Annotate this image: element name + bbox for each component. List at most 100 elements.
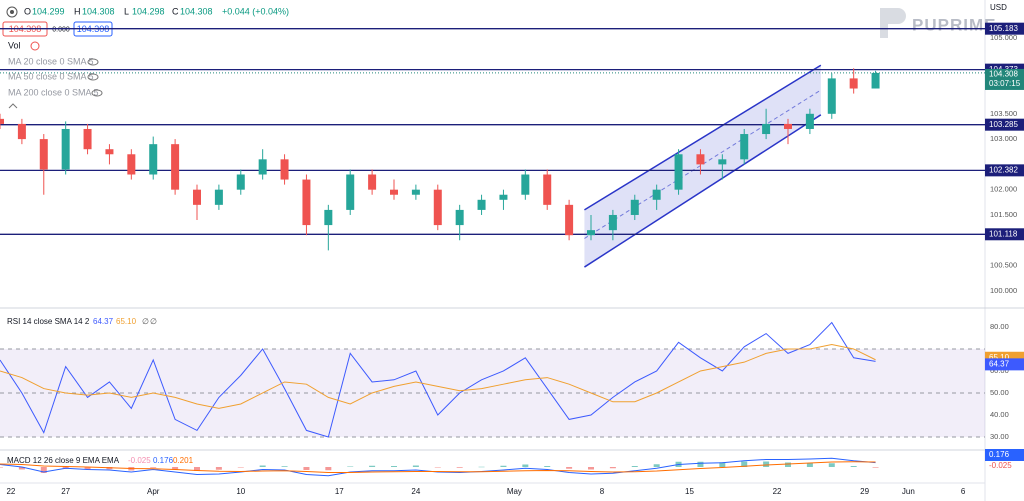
histogram-bar [609, 467, 616, 469]
histogram-bar [653, 464, 660, 467]
histogram-bar [500, 465, 507, 467]
histogram-bar [303, 467, 310, 470]
x-tick-label: Jun [902, 487, 915, 496]
y-tick-label: 101.500 [990, 210, 1017, 219]
value-badge-label: 0.176 [989, 450, 1010, 459]
band-fill [0, 348, 985, 437]
histogram-bar [412, 465, 419, 467]
histogram-bar [456, 467, 463, 468]
candle-body [740, 134, 749, 160]
candle-body [236, 174, 245, 190]
last-price: 104.308 [989, 70, 1018, 79]
histogram-bar [369, 465, 376, 467]
histogram-bar [697, 461, 704, 467]
indicator-label: MA 20 close 0 SMA 5 [8, 56, 94, 66]
histogram-bar [84, 467, 91, 470]
ohlc-key: H [74, 6, 81, 16]
histogram-bar [434, 467, 441, 468]
indicator-legend: MACD 12 26 close 9 EMA EMA [7, 456, 120, 465]
candle-body [543, 174, 552, 205]
indicator-line [0, 461, 876, 473]
histogram-bar [566, 467, 573, 469]
y-tick-label: 50.00 [990, 388, 1009, 397]
hide-icon[interactable] [87, 58, 99, 66]
level-label: 103.285 [989, 120, 1018, 129]
y-tick-label: 102.000 [990, 185, 1017, 194]
level-label: 105.183 [989, 24, 1018, 33]
candle-body [587, 230, 595, 236]
visibility-icons [8, 41, 103, 109]
x-tick-label: 27 [61, 487, 70, 496]
value-badge-label: 64.37 [989, 359, 1010, 368]
level-badge [985, 228, 1024, 241]
hide-icon[interactable] [91, 89, 103, 97]
indicator-label: MA 200 close 0 SMA 5 [8, 87, 99, 97]
candle-body [368, 174, 377, 190]
histogram-bar [18, 467, 25, 470]
x-tick-label: 10 [236, 487, 245, 496]
candle-body [805, 113, 814, 129]
candle-body [521, 174, 530, 195]
value-badge-label: -0.025 [989, 461, 1012, 470]
level-badge [985, 118, 1024, 131]
histogram-bar [806, 463, 813, 467]
legend-value: 0.201 [173, 456, 194, 465]
candle-body [346, 174, 355, 210]
histogram-bar [828, 463, 835, 467]
indicator-label: Vol [8, 40, 21, 50]
legend-value: 0.176 [153, 456, 174, 465]
indicator-line [0, 344, 876, 409]
channel-fill [584, 65, 821, 268]
histogram-bar [391, 466, 397, 467]
candle-body [390, 189, 398, 195]
legend-value: 65.10 [116, 317, 137, 326]
currency: USD [990, 3, 1007, 12]
y-tick-label: 30.00 [990, 432, 1009, 441]
candle-body [784, 123, 792, 129]
histogram-bar [588, 467, 594, 470]
candle-body [280, 159, 289, 180]
candle-body [652, 189, 661, 200]
channel-line [584, 114, 822, 268]
y-tick-label: 80.00 [990, 322, 1009, 331]
hide-icon[interactable] [87, 73, 99, 81]
histogram-bar [544, 466, 551, 467]
histogram-bar [785, 462, 791, 467]
collapse-icon[interactable] [8, 103, 18, 109]
candle-body [105, 149, 114, 155]
histogram-bar [194, 467, 200, 471]
channel-line [584, 64, 822, 211]
candle-body [0, 118, 4, 124]
histogram-bar [259, 465, 266, 467]
level-badge [985, 164, 1024, 177]
candle-body [258, 159, 267, 175]
y-tick-label: 100.500 [990, 261, 1017, 270]
candle-body [61, 128, 70, 170]
ohlc-value: 104.298 [132, 6, 165, 16]
candle-body [83, 128, 92, 150]
legend-value: 64.37 [93, 317, 114, 326]
logo: PUPRIME [912, 15, 996, 34]
symbol-icon-dot [10, 10, 14, 14]
histogram-bar [325, 467, 332, 471]
ohlc-value: 104.308 [180, 6, 213, 16]
candle-body [171, 144, 180, 190]
histogram-bar [478, 466, 485, 468]
y-tick-label: 40.00 [990, 410, 1009, 419]
ohlc-value: 104.308 [82, 6, 115, 16]
x-tick-label: 24 [411, 487, 420, 496]
candle-body [630, 199, 639, 215]
x-tick-label: 29 [860, 487, 869, 496]
y-tick-label: 60.00 [990, 366, 1009, 375]
value-badge [985, 449, 1024, 461]
candle-body [565, 204, 574, 236]
histogram-bar [631, 466, 638, 467]
candle-body [499, 194, 508, 200]
candle-body [324, 209, 333, 226]
level-label: 102.382 [989, 165, 1018, 174]
histogram-bar [215, 467, 222, 470]
remove-icon[interactable] [30, 41, 40, 51]
candle-body [762, 123, 771, 135]
histogram-bar [281, 466, 288, 467]
